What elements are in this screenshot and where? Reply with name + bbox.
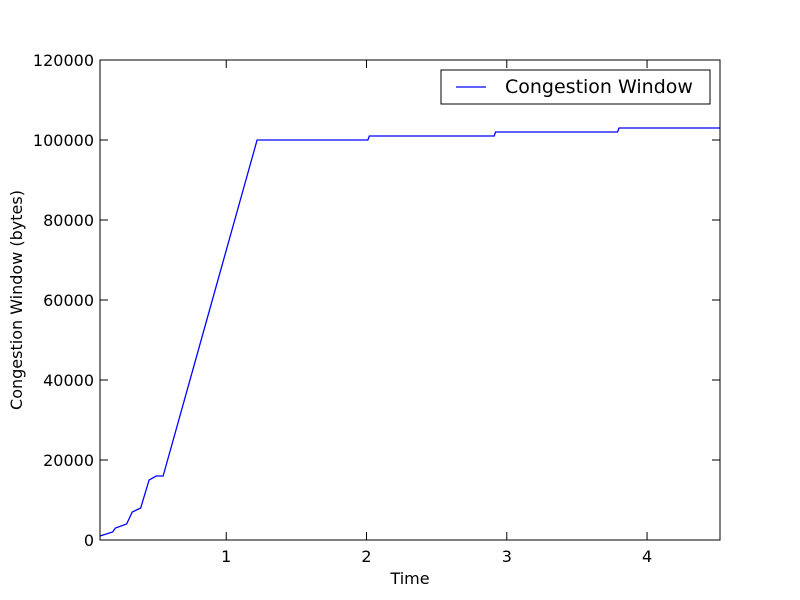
y-tick-label: 120000	[33, 51, 94, 70]
x-tick-label: 4	[642, 547, 652, 566]
plot-area	[100, 60, 720, 540]
x-tick-label: 1	[221, 547, 231, 566]
y-tick-label: 0	[84, 531, 94, 550]
x-tick-label: 2	[361, 547, 371, 566]
y-tick-label: 60000	[43, 291, 94, 310]
x-tick-label: 3	[502, 547, 512, 566]
plot-frame	[99, 59, 721, 541]
series-line-0	[99, 127, 720, 537]
y-tick-label: 40000	[43, 371, 94, 390]
y-tick-label: 20000	[43, 451, 94, 470]
y-tick-label: 80000	[43, 211, 94, 230]
x-axis-label: Time	[389, 569, 429, 588]
legend-label: Congestion Window	[505, 76, 693, 98]
legend: Congestion Window	[440, 69, 711, 105]
y-axis-label: Congestion Window (bytes)	[7, 190, 26, 410]
ticks-layer: 1 2 3 4 0 20000 40000 60000 80000 100000 120000	[33, 51, 720, 566]
series-layer	[99, 127, 720, 537]
y-tick-label: 100000	[33, 131, 94, 150]
